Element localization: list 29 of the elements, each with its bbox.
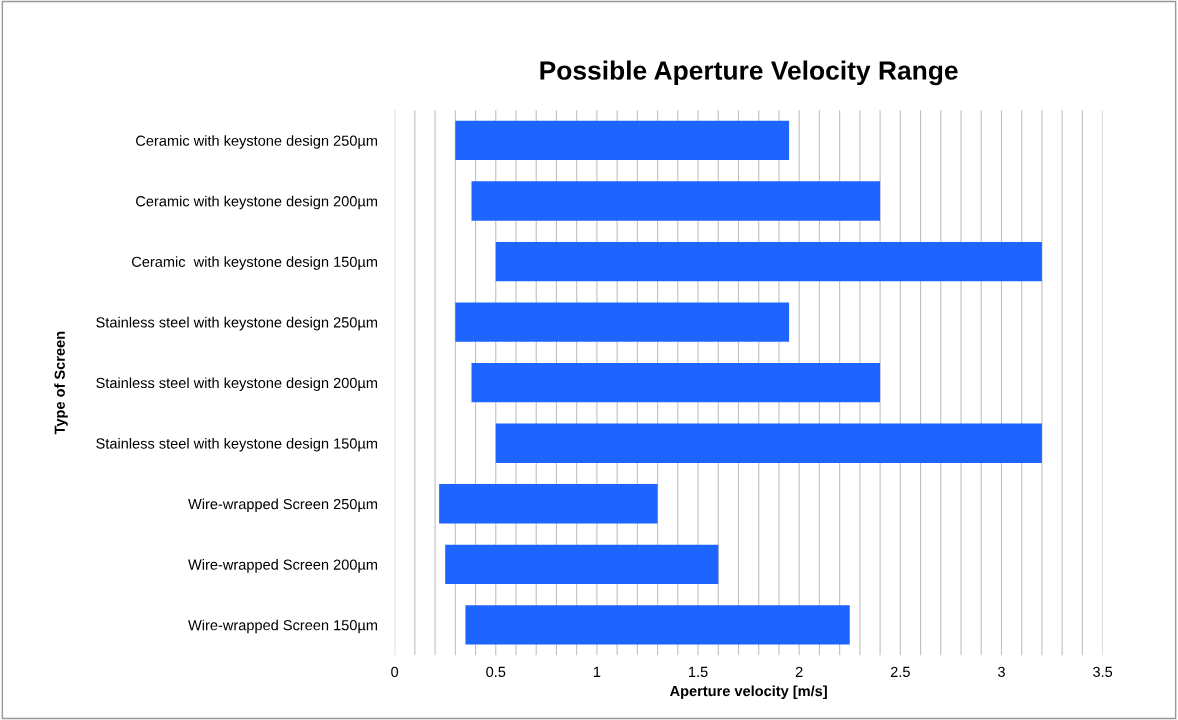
bar	[495, 241, 1042, 282]
x-axis-title: Aperture velocity [m/s]	[669, 685, 827, 700]
x-tick-label: 0	[391, 666, 399, 678]
bar	[439, 484, 658, 524]
y-tick-label: Ceramic with keystone design 200µm	[136, 195, 378, 210]
y-tick-label: Ceramic with keystone design 150µm	[132, 256, 378, 270]
x-tick-label: 3	[997, 666, 1005, 678]
bar	[455, 120, 790, 161]
y-tick-label: Wire-wrapped Screen 250µm	[188, 498, 378, 513]
y-tick-label: Stainless steel with keystone design 250µm	[96, 316, 378, 331]
x-tick-label: 0.5	[486, 666, 506, 678]
y-tick-label: Stainless steel with keystone design 200µm	[96, 377, 378, 391]
bar	[495, 423, 1042, 463]
x-tick-label: 2	[795, 666, 803, 677]
x-tick-label: 2.5	[890, 666, 910, 678]
bar	[471, 363, 881, 403]
bar	[465, 605, 850, 645]
x-tick-label: 1	[593, 666, 601, 677]
y-tick-label: Ceramic with keystone design 250µm	[136, 135, 378, 149]
bar	[471, 181, 881, 221]
y-tick-label: Wire-wrapped Screen 200µm	[188, 559, 378, 573]
y-tick-label: Wire-wrapped Screen 150µm	[188, 619, 378, 634]
x-tick-label: 3.5	[1093, 666, 1113, 678]
bar	[455, 302, 790, 342]
x-tick-label: 1.5	[689, 666, 708, 678]
y-axis-title: Type of Screen	[54, 331, 68, 435]
y-tick-label: Stainless steel with keystone design 150µm	[96, 437, 378, 452]
bar	[445, 544, 719, 585]
chart-title: Possible Aperture Velocity Range	[540, 60, 958, 86]
